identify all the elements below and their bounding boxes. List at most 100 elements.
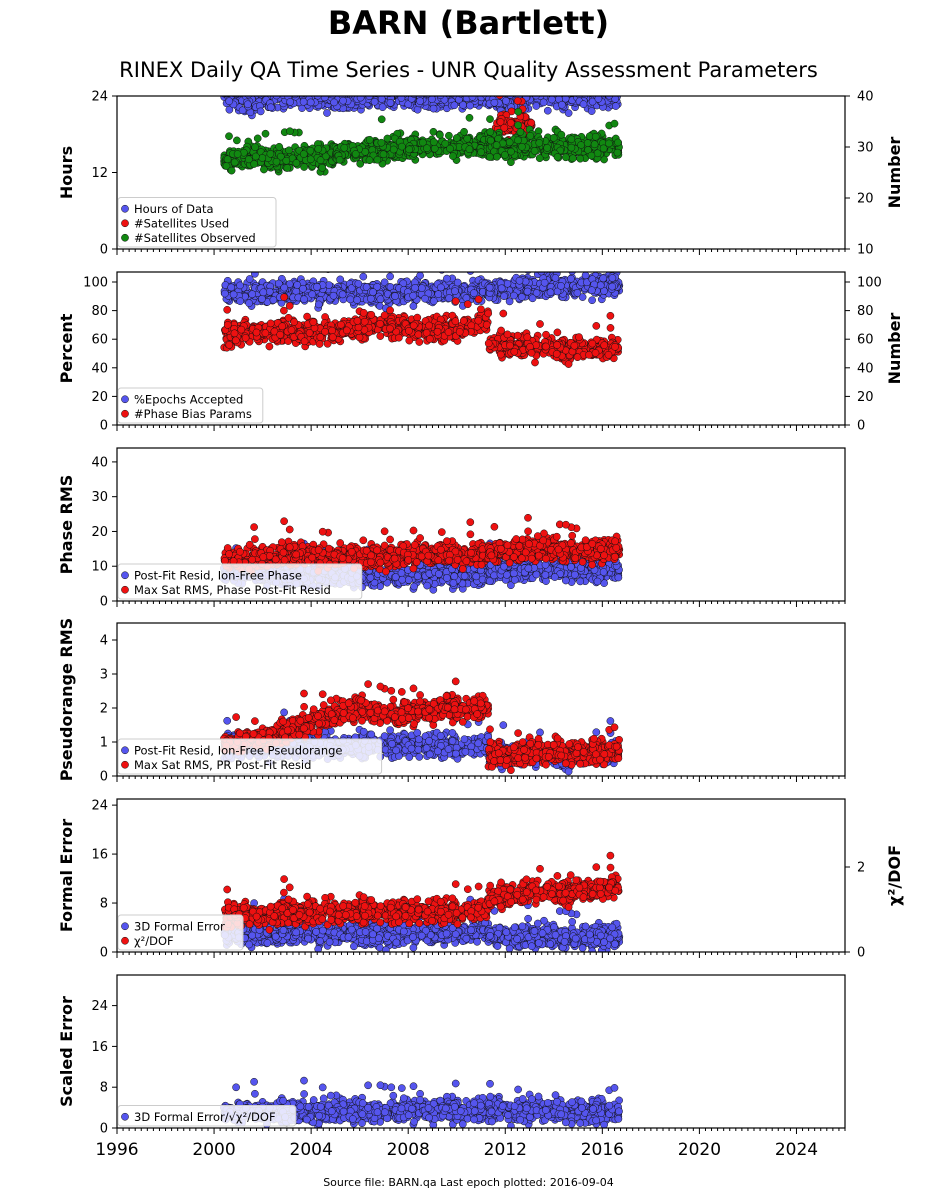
data-point-blue xyxy=(305,89,312,96)
data-point-blue xyxy=(473,89,480,96)
data-point-blue xyxy=(453,87,460,94)
data-point-blue xyxy=(360,89,367,96)
data-point-blue xyxy=(282,85,289,92)
data-point-blue xyxy=(315,87,322,94)
data-point-blue xyxy=(401,87,408,94)
data-point-blue xyxy=(334,84,341,91)
data-point-blue xyxy=(404,88,411,95)
data-point-blue xyxy=(474,88,481,95)
data-point-blue xyxy=(321,94,328,101)
data-point-blue xyxy=(331,99,338,106)
data-point-blue xyxy=(434,86,441,93)
data-point-blue xyxy=(305,87,312,94)
data-point-blue xyxy=(460,82,467,89)
data-point-blue xyxy=(349,82,356,89)
data-point-blue xyxy=(312,87,319,94)
data-point-blue xyxy=(455,89,462,96)
data-point-blue xyxy=(390,86,397,93)
data-point-blue xyxy=(240,88,247,95)
data-point-blue xyxy=(226,88,233,95)
data-point-blue xyxy=(414,85,421,92)
data-point-blue xyxy=(614,85,621,92)
data-point-blue xyxy=(417,98,424,105)
data-point-blue xyxy=(354,87,361,94)
data-point-blue xyxy=(467,87,474,94)
data-point-blue xyxy=(476,82,483,89)
data-point-blue xyxy=(309,85,316,92)
data-point-blue xyxy=(365,87,372,94)
data-point-blue xyxy=(253,87,260,94)
data-point-blue xyxy=(424,88,431,95)
data-point-blue xyxy=(483,87,490,94)
data-point-blue xyxy=(301,89,308,96)
data-point-blue xyxy=(412,89,419,96)
data-point-blue xyxy=(351,88,358,95)
data-point-blue xyxy=(471,87,478,94)
data-point-blue xyxy=(379,104,386,111)
data-point-blue xyxy=(491,86,498,93)
data-point-blue xyxy=(311,81,318,88)
data-point-blue xyxy=(405,88,412,95)
data-point-blue xyxy=(418,85,425,92)
data-point-blue xyxy=(379,82,386,89)
data-point-blue xyxy=(287,98,294,105)
data-point-blue xyxy=(405,87,412,94)
data-point-blue xyxy=(435,86,442,93)
data-point-blue xyxy=(232,88,239,95)
data-point-blue xyxy=(454,85,461,92)
data-point-blue xyxy=(567,89,574,96)
data-point-blue xyxy=(347,84,354,91)
data-point-blue xyxy=(266,84,273,91)
data-point-blue xyxy=(346,85,353,92)
data-point-blue xyxy=(471,81,478,88)
data-point-blue xyxy=(419,86,426,93)
data-point-blue xyxy=(452,88,459,95)
data-point-blue xyxy=(408,82,415,89)
data-point-blue xyxy=(402,88,409,95)
data-point-blue xyxy=(268,87,275,94)
data-point-blue xyxy=(414,106,421,113)
data-point-blue xyxy=(446,88,453,95)
data-point-blue xyxy=(275,89,282,96)
data-point-blue xyxy=(317,88,324,95)
data-point-blue xyxy=(477,88,484,95)
data-point-blue xyxy=(345,89,352,96)
data-point-blue xyxy=(462,85,469,92)
data-point-blue xyxy=(469,93,476,100)
data-point-blue xyxy=(408,89,415,96)
data-point-blue xyxy=(229,84,236,91)
data-point-blue xyxy=(562,87,569,94)
data-point-blue xyxy=(370,86,377,93)
data-point-blue xyxy=(432,86,439,93)
data-point-blue xyxy=(454,69,461,76)
data-point-blue xyxy=(368,89,375,96)
data-point-blue xyxy=(285,84,292,91)
data-point-blue xyxy=(413,88,420,95)
data-point-blue xyxy=(457,89,464,96)
data-point-blue xyxy=(371,98,378,105)
data-point-blue xyxy=(325,79,332,86)
chart-panels: 0122410203040Hours NumberHours of Data#Sa… xyxy=(0,0,937,1200)
data-point-blue xyxy=(271,84,278,91)
data-point-blue xyxy=(224,86,231,93)
data-point-blue xyxy=(344,86,351,93)
data-point-blue xyxy=(286,89,293,96)
data-point-blue xyxy=(235,77,242,84)
data-point-blue xyxy=(559,88,566,95)
data-point-blue xyxy=(320,89,327,96)
data-point-blue xyxy=(357,94,364,101)
data-point-blue xyxy=(293,89,300,96)
data-point-blue xyxy=(412,71,419,78)
data-point-blue xyxy=(376,82,383,89)
data-point-blue xyxy=(485,88,492,95)
data-point-blue xyxy=(466,88,473,95)
data-point-blue xyxy=(472,87,479,94)
data-point-blue xyxy=(381,88,388,95)
data-point-blue xyxy=(221,88,228,95)
data-point-blue xyxy=(492,85,499,92)
data-point-blue xyxy=(226,82,233,89)
data-point-blue xyxy=(416,85,423,92)
data-point-blue xyxy=(226,98,233,105)
data-point-blue xyxy=(372,86,379,93)
data-point-blue xyxy=(392,88,399,95)
